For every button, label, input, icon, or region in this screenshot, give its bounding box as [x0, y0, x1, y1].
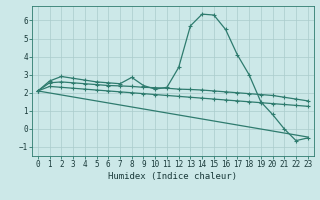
- X-axis label: Humidex (Indice chaleur): Humidex (Indice chaleur): [108, 172, 237, 181]
